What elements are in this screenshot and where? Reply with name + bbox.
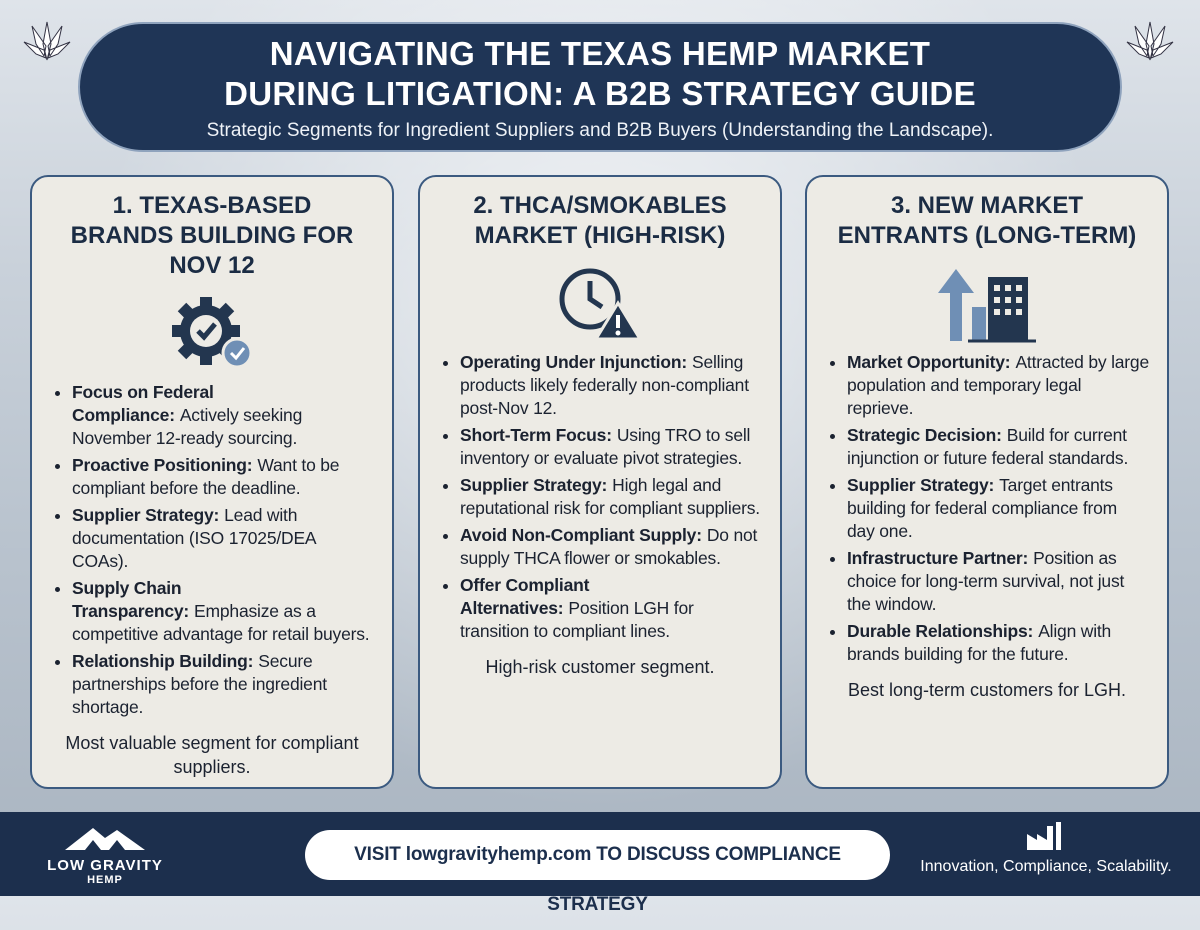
bullet-label: Avoid Non-Compliant Supply: [460, 525, 702, 545]
bullet-label: Relationship Building: [72, 651, 254, 671]
card-note: Best long-term customers for LGH. [847, 680, 1127, 700]
bullet-text: High legal and reputational risk for com… [460, 475, 760, 518]
header: NAVIGATING THE TEXAS HEMP MARKET DURING … [78, 22, 1122, 152]
bullet-label: Supplier Strategy: [460, 475, 608, 495]
bullet-text: Using TRO to sell inventory or evaluate … [460, 425, 751, 468]
bullet-text: Selling products likely federally non-co… [460, 352, 749, 418]
bullet-label: Market Opportunity: [847, 352, 1011, 372]
leaf-icon [23, 21, 71, 61]
bullet-label: Operating Under Injunction: [460, 352, 687, 372]
bullet: Relationship Building:Secure partnership… [72, 650, 374, 719]
bullet: Proactive Positioning:Want to be complia… [72, 454, 374, 500]
bullet-text: Do not supply THCA flower or smokables. [460, 525, 758, 568]
logo-sub: HEMP [87, 874, 123, 886]
logo-mountains [65, 828, 145, 850]
tagline: Innovation, Compliance, Scalability. [920, 858, 1172, 875]
bullet-text: Align with brands building for the futur… [847, 621, 1112, 664]
bullet-label: Focus on Federal Compliance: [72, 382, 214, 425]
factory-icon [1027, 822, 1061, 850]
bullet-label: Proactive Positioning: [72, 455, 253, 475]
gear-icon [172, 297, 253, 369]
growth-icon [938, 269, 1036, 343]
bullet-list: Market Opportunity:Attracted by large po… [825, 351, 1149, 666]
card: 1. TEXAS-BASED BRANDS BUILDING FOR NOV 1… [30, 175, 394, 789]
bullet: Focus on Federal Compliance:Actively see… [72, 381, 374, 450]
bullet: Supplier Strategy:Lead with documentatio… [72, 504, 374, 573]
cta-button[interactable]: VISIT lowgravityhemp.com TO DISCUSS COMP… [305, 830, 890, 915]
title: NAVIGATING THE TEXAS HEMP MARKET DURING … [224, 35, 976, 112]
bullet: Operating Under Injunction:Selling produ… [460, 351, 762, 420]
logo: LOW GRAVITY HEMP [30, 826, 180, 886]
bullet-text: Target entrants building for federal com… [847, 475, 1118, 541]
bullet-text: Position LGH for transition to compliant… [460, 598, 694, 641]
card-note: High-risk customer segment. [485, 657, 715, 677]
leaf-icon [1126, 21, 1174, 61]
bullet: Durable Relationships:Align with brands … [847, 620, 1149, 666]
bullet-text: Lead with documentation (ISO 17025/DEA C… [72, 505, 316, 571]
bullet-label: Durable Relationships: [847, 621, 1034, 641]
card-title: 1. TEXAS-BASED BRANDS BUILDING FOR NOV 1… [70, 192, 354, 279]
subtitle: Strategic Segments for Ingredient Suppli… [206, 120, 994, 141]
bullet: Strategic Decision:Build for current inj… [847, 424, 1149, 470]
bullet-label: Strategic Decision: [847, 425, 1002, 445]
bullet-text: Actively seeking November 12-ready sourc… [72, 405, 303, 448]
bullet-label: Supplier Strategy: [847, 475, 995, 495]
footer: LOW GRAVITY HEMP VISIT lowgravityhemp.co… [0, 812, 1200, 915]
bullet-list: Operating Under Injunction:Selling produ… [438, 351, 762, 643]
card-note: Most valuable segment for compliant supp… [65, 733, 359, 777]
bullet: Avoid Non-Compliant Supply:Do not supply… [460, 524, 762, 570]
card: 2. THCA/SMOKABLES MARKET (HIGH-RISK) Ope… [418, 175, 782, 789]
bullet: Supplier Strategy:High legal and reputat… [460, 474, 762, 520]
clock-warning-icon [559, 268, 643, 341]
bullet: Market Opportunity:Attracted by large po… [847, 351, 1149, 420]
card-title: 2. THCA/SMOKABLES MARKET (HIGH-RISK) [473, 192, 727, 249]
bullet: Supply Chain Transparency:Emphasize as a… [72, 577, 374, 646]
bullet: Infrastructure Partner:Position as choic… [847, 547, 1149, 616]
bullet-text: Position as choice for long-term surviva… [847, 548, 1125, 614]
bullet-text: Attracted by large population and tempor… [847, 352, 1149, 418]
bullet: Supplier Strategy:Target entrants buildi… [847, 474, 1149, 543]
bullet-label: Supply Chain Transparency: [72, 578, 190, 621]
bullet-text: Build for current injunction or future f… [847, 425, 1129, 468]
logo-name: LOW GRAVITY [47, 857, 163, 874]
bullet-label: Supplier Strategy: [72, 505, 220, 525]
bullet: Offer Compliant Alternatives:Position LG… [460, 574, 762, 643]
bullet-list: Focus on Federal Compliance:Actively see… [50, 381, 374, 719]
bullet-label: Infrastructure Partner: [847, 548, 1029, 568]
bullet: Short-Term Focus:Using TRO to sell inven… [460, 424, 762, 470]
bullet-label: Offer Compliant Alternatives: [460, 575, 590, 618]
bullet-label: Short-Term Focus: [460, 425, 612, 445]
card-title: 3. NEW MARKET ENTRANTS (LONG-TERM) [837, 192, 1137, 249]
page: {"header":{"title":"NAVIGATING THE TEXAS… [0, 0, 1200, 896]
bullet-text: Secure partnerships before the ingredien… [72, 651, 327, 717]
bullet-text: Emphasize as a competitive advantage for… [72, 601, 370, 644]
card: 3. NEW MARKET ENTRANTS (LONG-TERM) Marke… [805, 175, 1169, 789]
bullet-text: Want to be compliant before the deadline… [72, 455, 340, 498]
